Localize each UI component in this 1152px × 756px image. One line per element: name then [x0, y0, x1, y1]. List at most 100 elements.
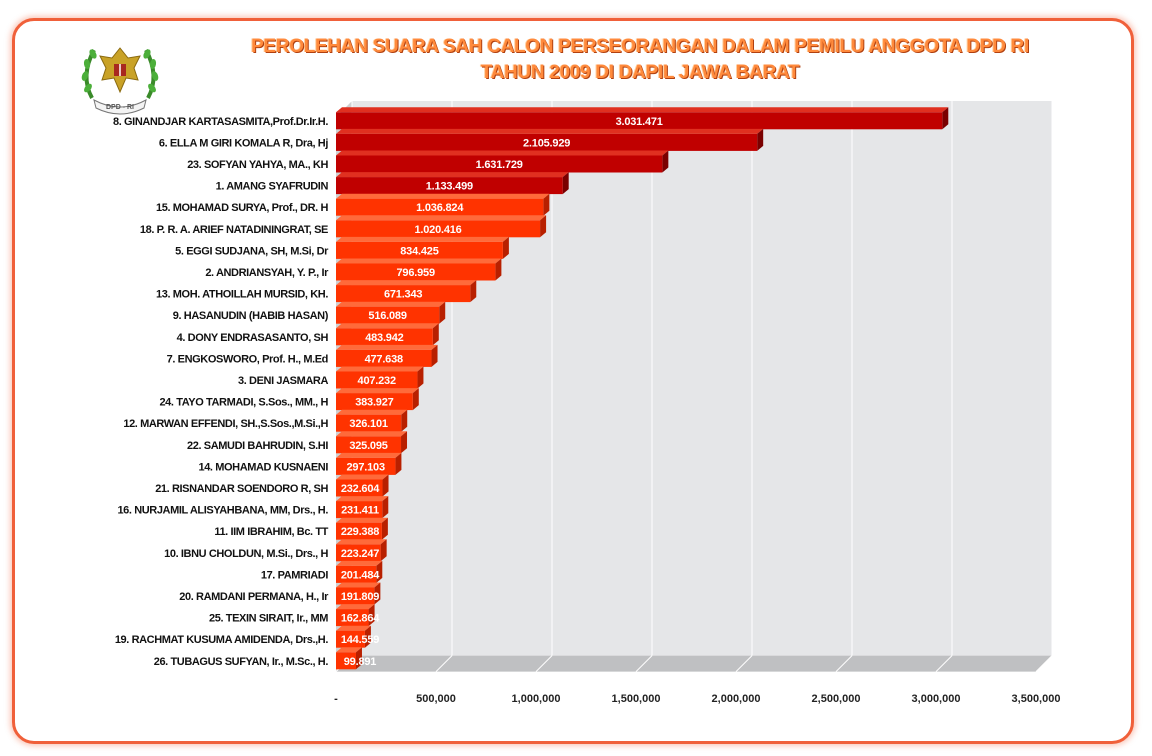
bar-top-face — [336, 625, 371, 631]
title-line-1: PEROLEHAN SUARA SAH CALON PERSEORANGAN D… — [251, 36, 1029, 57]
bar — [336, 220, 541, 238]
x-tick-label: 2,500,000 — [812, 693, 861, 705]
bar-value-label: 1.020.416 — [414, 224, 461, 236]
bar — [336, 177, 563, 195]
bar — [336, 652, 356, 670]
bar-top-face — [336, 128, 764, 134]
bar — [336, 328, 433, 346]
bar-top-face — [336, 107, 949, 113]
bar — [336, 609, 369, 627]
bar-side-face — [382, 496, 389, 519]
x-tick-label: 3,500,000 — [1012, 693, 1061, 705]
bar — [336, 565, 377, 583]
bar-side-face — [380, 539, 387, 562]
bar — [336, 414, 402, 432]
bar — [336, 371, 418, 389]
bar-top-face — [336, 172, 569, 178]
category-label: 10. IBNU CHOLDUN, M.Si., Drs., H — [164, 548, 328, 560]
bar-side-face — [562, 172, 569, 195]
bar-top-face — [336, 431, 408, 437]
category-label: 18. P. R. A. ARIEF NATADININGRAT, SE — [140, 224, 328, 236]
bar — [336, 285, 471, 303]
bar-top-face — [336, 647, 362, 653]
plot-floor — [336, 655, 1052, 672]
bar-value-label: 3.031.471 — [616, 116, 663, 128]
bar-side-face — [417, 366, 424, 389]
bar — [336, 198, 544, 216]
bar-value-label: 232.604 — [341, 483, 380, 495]
bar — [336, 112, 943, 130]
bar-side-face — [355, 647, 362, 670]
bar-value-label: 326.101 — [349, 418, 387, 430]
bar-side-face — [381, 517, 388, 540]
garuda-icon — [99, 47, 141, 94]
plot-back-wall — [352, 101, 1052, 656]
bar-side-face — [470, 280, 477, 303]
bar — [336, 306, 440, 324]
bar-value-label: 201.484 — [341, 569, 380, 581]
bar-value-label: 162.864 — [341, 613, 380, 625]
category-label: 17. PAMRIADI — [261, 569, 328, 581]
bar-side-face — [662, 150, 669, 173]
bar — [336, 544, 381, 562]
bar-top-face — [336, 388, 419, 394]
category-label: 13. MOH. ATHOILLAH MURSID, KH. — [156, 289, 328, 301]
bar-value-label: 144.559 — [341, 634, 379, 646]
x-tick-label: - — [334, 693, 338, 705]
bar-side-face — [376, 560, 383, 583]
bar-top-face — [336, 517, 388, 523]
bar-side-face — [412, 388, 419, 411]
category-label: 8. GINANDJAR KARTASASMITA,Prof.Dr.Ir.H. — [113, 116, 328, 128]
bar-value-label: 297.103 — [347, 461, 385, 473]
bar-side-face — [382, 474, 389, 497]
bar-top-face — [336, 193, 550, 199]
bar — [336, 436, 402, 454]
bar — [336, 501, 383, 519]
bar-value-label: 516.089 — [368, 310, 406, 322]
bar — [336, 241, 503, 259]
gridline-floor — [835, 655, 853, 672]
bar-side-face — [374, 582, 381, 605]
bar — [336, 479, 383, 497]
bar-value-label: 477.638 — [365, 353, 403, 365]
bar-top-face — [336, 366, 424, 372]
x-tick-label: 500,000 — [416, 693, 456, 705]
emblem-ribbon — [93, 99, 147, 115]
bar-side-face — [368, 604, 375, 627]
gridline-floor — [735, 655, 753, 672]
category-label: 3. DENI JASMARA — [238, 375, 328, 387]
gridline-floor — [1035, 655, 1053, 672]
bar — [336, 349, 432, 367]
bar-side-face — [757, 128, 764, 151]
category-label: 26. TUBAGUS SUFYAN, Ir., M.Sc., H. — [154, 656, 329, 668]
category-label: 9. HASANUDIN (HABIB HASAN) — [173, 310, 329, 322]
category-label: 20. RAMDANI PERMANA, H., Ir — [179, 591, 329, 603]
bar-top-face — [336, 496, 389, 502]
bar-top-face — [336, 604, 375, 610]
bar-top-face — [336, 582, 381, 588]
category-label: 21. RISNANDAR SOENDORO R, SH — [155, 483, 328, 495]
bar-value-label: 229.388 — [341, 526, 379, 538]
bar-side-face — [543, 193, 550, 216]
category-label: 6. ELLA M GIRI KOMALA R, Dra, Hj — [159, 137, 328, 149]
category-label: 14. MOHAMAD KUSNAENI — [198, 461, 328, 473]
category-label: 24. TAYO TARMADI, S.Sos., MM., H — [159, 397, 328, 409]
bar — [336, 522, 382, 540]
bar — [336, 133, 758, 151]
bar-value-label: 383.927 — [355, 397, 393, 409]
bar-value-label: 1.036.824 — [416, 202, 464, 214]
bar-side-face — [395, 452, 402, 475]
bar-top-face — [336, 258, 502, 264]
category-label: 15. MOHAMAD SURYA, Prof., DR. H — [156, 202, 328, 214]
category-label: 7. ENGKOSWORO, Prof. H., M.Ed — [167, 353, 328, 365]
laurel-wreath-icon — [81, 49, 159, 99]
category-label: 23. SOFYAN YAHYA, MA., KH — [187, 159, 328, 171]
bar-top-face — [336, 323, 439, 329]
bar-top-face — [336, 452, 402, 458]
category-label: 1. AMANG SYAFRUDIN — [216, 181, 329, 193]
chart-title: PEROLEHAN SUARA SAH CALON PERSEORANGAN D… — [160, 34, 1120, 86]
bar — [336, 630, 365, 648]
bar-value-label: 2.105.929 — [523, 137, 570, 149]
category-label: 22. SAMUDI BAHRUDIN, S.HI — [187, 440, 328, 452]
